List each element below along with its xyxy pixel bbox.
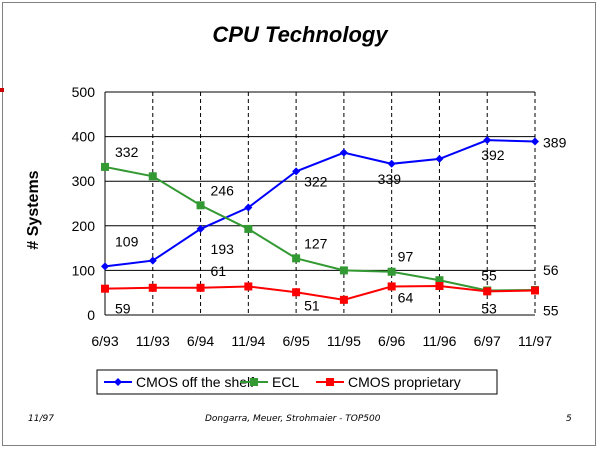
x-tick-label: 11/93	[136, 333, 170, 349]
data-point	[435, 276, 444, 285]
legend-label: CMOS proprietary	[348, 374, 461, 390]
data-point	[483, 287, 492, 296]
data-label: 322	[304, 173, 328, 189]
data-point	[148, 256, 157, 265]
data-label: 64	[398, 289, 414, 305]
data-point	[101, 162, 109, 171]
data-label: 193	[211, 241, 235, 257]
footer-authors: Dongarra, Meuer, Strohmaier - TOP500	[205, 414, 381, 424]
data-point	[339, 295, 348, 304]
data-label: 127	[304, 235, 328, 251]
data-label: 109	[115, 233, 139, 249]
series-line-0	[104, 139, 536, 268]
x-tick-label: 6/96	[378, 333, 405, 349]
data-label: 389	[543, 135, 567, 151]
y-tick-label: 200	[72, 218, 96, 234]
data-point	[101, 262, 109, 271]
data-label: 53	[481, 300, 497, 316]
data-point	[531, 286, 539, 295]
footer-page-number: 5	[566, 414, 572, 424]
y-tick-label: 400	[72, 129, 96, 145]
footer-date: 11/97	[28, 414, 54, 424]
data-point	[483, 136, 492, 145]
data-label: 61	[211, 263, 227, 279]
chart-title: CPU Technology	[212, 22, 389, 47]
x-tick-label: 6/93	[91, 333, 118, 349]
data-point	[531, 137, 539, 146]
x-tick-label: 6/97	[474, 333, 501, 349]
data-point	[292, 167, 301, 176]
data-point	[244, 224, 253, 233]
x-tick-label: 6/94	[187, 333, 214, 349]
data-label: 51	[304, 297, 320, 313]
legend-marker	[114, 378, 122, 386]
data-label: 332	[115, 144, 139, 160]
data-label: 392	[481, 147, 505, 163]
data-label: 246	[211, 182, 235, 198]
legend-marker	[326, 378, 334, 386]
y-tick-label: 0	[87, 307, 95, 323]
y-tick-label: 500	[72, 84, 96, 100]
x-tick-label: 11/97	[518, 333, 552, 349]
slide-frame	[2, 2, 596, 446]
data-point	[292, 288, 301, 297]
y-tick-label: 300	[72, 173, 96, 189]
data-point	[244, 282, 253, 291]
data-point	[101, 284, 109, 293]
x-tick-label: 11/95	[327, 333, 361, 349]
legend-label: CMOS off the shelf	[136, 374, 254, 390]
y-tick-label: 100	[72, 262, 96, 278]
data-point	[435, 154, 444, 163]
x-tick-label: 6/95	[282, 333, 309, 349]
data-point	[292, 254, 301, 263]
data-label: 55	[543, 302, 559, 318]
x-tick-label: 11/96	[422, 333, 456, 349]
legend-box	[96, 369, 498, 395]
data-point	[244, 203, 253, 212]
cpu-technology-chart: CPU Technology 0 100 200 300 400 500 6/93 11/93 6…	[0, 22, 567, 395]
data-point	[148, 172, 157, 181]
x-tick-label: 11/94	[231, 333, 265, 349]
series-line-2	[104, 285, 536, 301]
legend-marker	[250, 378, 258, 386]
data-label: 339	[378, 171, 402, 187]
series-line-1	[104, 165, 536, 292]
data-label: 56	[543, 262, 559, 278]
data-label: 97	[398, 249, 414, 265]
data-point	[435, 282, 444, 291]
data-point	[387, 267, 396, 276]
data-point	[387, 159, 396, 168]
data-point	[196, 201, 205, 210]
data-point	[148, 283, 157, 292]
data-point	[196, 283, 205, 292]
data-point	[196, 224, 205, 233]
data-label: 59	[115, 301, 131, 317]
data-point	[387, 282, 396, 291]
edge-marker	[0, 88, 4, 92]
legend-label: ECL	[272, 374, 299, 390]
data-point	[339, 266, 348, 275]
y-axis-label: # Systems	[25, 170, 42, 249]
data-point	[339, 148, 348, 157]
data-label: 55	[481, 267, 497, 283]
